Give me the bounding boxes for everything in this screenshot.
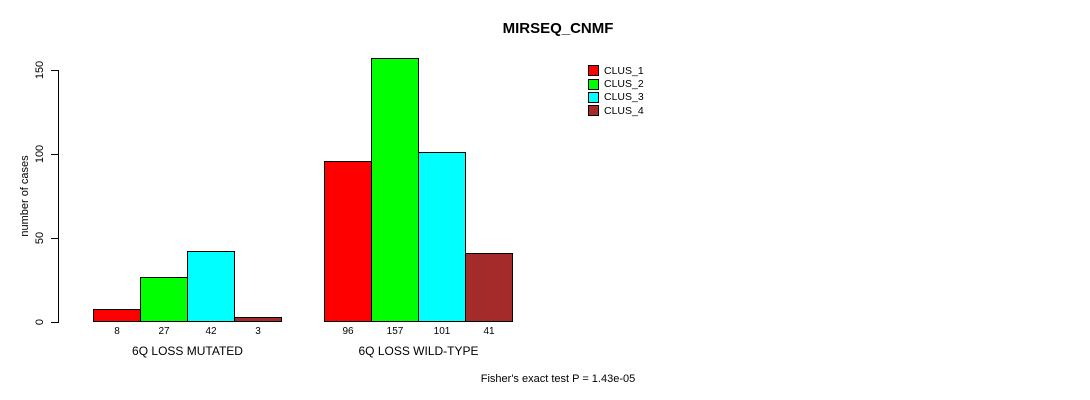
y-tick-label: 0: [34, 318, 46, 326]
bar-value-label: 27: [158, 326, 170, 337]
legend-label: CLUS_4: [604, 104, 644, 117]
x-group-label: 6Q LOSS WILD-TYPE: [358, 344, 479, 358]
bar-value-label: 42: [205, 326, 217, 337]
legend-label: CLUS_3: [604, 91, 644, 104]
bar-value-label: 96: [342, 326, 354, 337]
bar-clus_2: [371, 58, 419, 322]
legend-row: CLUS_4: [588, 104, 644, 117]
y-tick-mark: [51, 238, 59, 239]
bar-value-label: 8: [114, 326, 120, 337]
y-tick-label: 150: [34, 60, 46, 80]
y-tick-mark: [51, 70, 59, 71]
legend-row: CLUS_1: [588, 64, 644, 77]
legend-swatch-clus_2: [588, 78, 599, 90]
fisher-test-annotation: Fisher's exact test P = 1.43e-05: [480, 373, 636, 385]
bar-value-label: 3: [255, 326, 261, 337]
bar-clus_3: [187, 251, 235, 322]
legend-label: CLUS_2: [604, 78, 644, 91]
chart-title: MIRSEQ_CNMF: [502, 20, 614, 37]
bar-clus_2: [140, 277, 188, 322]
bar-clus_4: [234, 317, 282, 322]
y-tick-mark: [51, 322, 59, 323]
legend-swatch-clus_3: [588, 91, 599, 103]
bar-clus_4: [465, 253, 513, 322]
bar-clus_3: [418, 152, 466, 322]
y-tick-mark: [51, 154, 59, 155]
legend-label: CLUS_1: [604, 64, 644, 77]
y-tick-label: 50: [34, 231, 46, 245]
legend-row: CLUS_3: [588, 91, 644, 104]
legend: CLUS_1 CLUS_2 CLUS_3 CLUS_4: [588, 64, 644, 118]
legend-row: CLUS_2: [588, 77, 644, 90]
bar-value-label: 101: [433, 326, 451, 337]
legend-swatch-clus_4: [588, 105, 599, 117]
legend-swatch-clus_1: [588, 65, 599, 77]
x-group-label: 6Q LOSS MUTATED: [132, 344, 243, 358]
y-tick-label: 100: [34, 144, 46, 164]
bar-clus_1: [93, 309, 141, 322]
bar-value-label: 157: [386, 326, 404, 337]
y-axis-line: [58, 70, 59, 323]
bar-value-label: 41: [483, 326, 495, 337]
bar-clus_1: [324, 161, 372, 322]
y-axis-label: number of cases: [19, 155, 31, 237]
